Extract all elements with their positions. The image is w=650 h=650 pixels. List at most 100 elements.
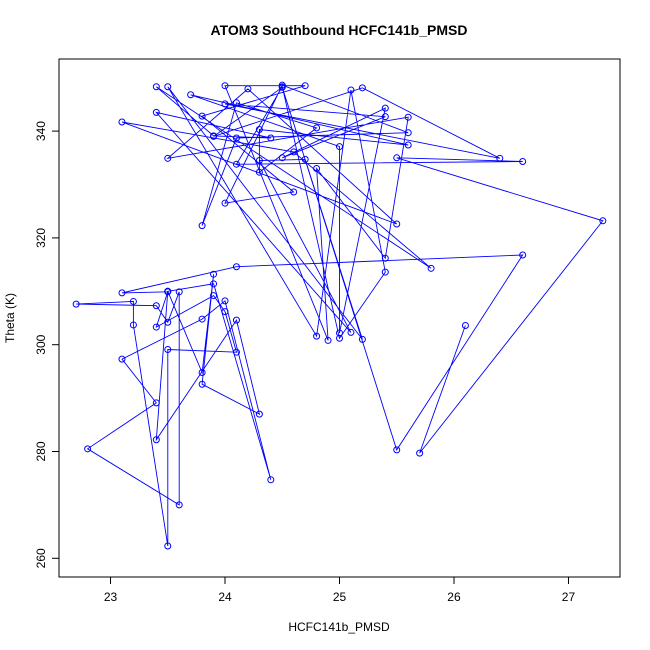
- data-point: [313, 124, 321, 132]
- x-tick-label: 26: [447, 590, 461, 604]
- data-point: [290, 188, 298, 196]
- data-point: [198, 222, 206, 230]
- data-point: [290, 148, 298, 156]
- y-axis-label: Theta (K): [3, 293, 17, 343]
- data-point: [152, 108, 160, 116]
- data-point: [210, 280, 218, 288]
- data-point: [336, 329, 343, 337]
- data-point: [164, 318, 172, 326]
- data-point: [221, 82, 229, 90]
- x-tick-label: 27: [562, 590, 576, 604]
- x-axis: 23 24 25 26 27: [104, 577, 576, 604]
- y-tick-label: 320: [34, 228, 48, 248]
- data-point: [232, 316, 240, 324]
- data-point: [232, 160, 240, 168]
- data-point: [198, 112, 206, 120]
- data-point: [255, 125, 263, 133]
- data-point: [347, 86, 355, 94]
- data-point: [301, 155, 309, 163]
- data-point: [164, 287, 172, 295]
- data-point: [404, 113, 412, 121]
- data-point: [232, 99, 240, 107]
- data-point: [381, 113, 389, 121]
- data-point: [461, 321, 469, 329]
- y-tick-label: 300: [34, 334, 48, 354]
- series-path: [76, 84, 604, 547]
- data-point: [232, 263, 240, 271]
- data-point: [118, 355, 126, 363]
- chart-title: ATOM3 Southbound HCFC141b_PMSD: [211, 22, 468, 38]
- data-point: [381, 104, 389, 112]
- data-point: [427, 264, 435, 272]
- data-point: [393, 220, 401, 228]
- data-point: [129, 321, 137, 329]
- data-point: [301, 82, 309, 90]
- data-point: [255, 410, 263, 418]
- data-point: [232, 348, 240, 356]
- x-axis-label: HCFC141b_PMSD: [288, 620, 390, 634]
- data-point: [175, 501, 183, 509]
- data-point: [336, 334, 343, 342]
- data-point: [129, 297, 137, 305]
- data-point: [313, 332, 321, 340]
- data-point: [255, 168, 263, 176]
- data-point: [267, 476, 275, 484]
- data-point: [404, 141, 412, 149]
- x-tick-label: 23: [104, 590, 118, 604]
- data-point: [164, 154, 172, 162]
- data-point: [164, 83, 172, 91]
- data-point: [381, 254, 389, 262]
- data-point: [416, 449, 424, 457]
- data-point: [278, 83, 286, 91]
- data-point: [221, 199, 229, 207]
- data-point: [599, 217, 607, 225]
- data-point: [84, 445, 92, 453]
- data-point: [324, 336, 332, 344]
- data-point: [198, 380, 206, 388]
- data-point: [278, 81, 286, 89]
- data-point: [175, 288, 183, 296]
- data-point: [152, 399, 160, 407]
- data-point: [198, 368, 206, 376]
- data-point: [244, 85, 252, 93]
- data-point: [255, 156, 263, 164]
- data-point: [164, 346, 172, 354]
- y-tick-label: 280: [34, 441, 48, 461]
- data-point: [210, 292, 218, 300]
- data-point: [152, 323, 160, 331]
- data-point: [393, 446, 401, 454]
- data-point: [221, 308, 229, 316]
- data-point: [313, 164, 321, 172]
- y-axis: 260 280 300 320 340: [34, 121, 59, 568]
- series-points: [72, 81, 607, 550]
- data-point: [358, 335, 366, 343]
- x-tick-label: 25: [333, 590, 347, 604]
- data-point: [336, 143, 343, 151]
- data-point: [118, 289, 126, 297]
- y-tick-label: 260: [34, 548, 48, 568]
- data-point: [152, 302, 160, 310]
- data-point: [210, 132, 218, 140]
- y-tick-label: 340: [34, 121, 48, 141]
- data-point: [278, 154, 286, 162]
- data-point: [347, 328, 355, 336]
- x-tick-label: 24: [218, 590, 232, 604]
- data-point: [358, 84, 366, 92]
- data-point: [496, 154, 504, 162]
- data-point: [267, 134, 275, 142]
- data-point: [519, 158, 527, 166]
- data-point: [210, 270, 218, 278]
- data-point: [72, 300, 80, 308]
- data-point: [198, 315, 206, 323]
- data-point: [152, 83, 160, 91]
- data-point: [118, 118, 126, 126]
- data-point: [187, 91, 195, 99]
- data-point: [393, 154, 401, 162]
- data-point: [152, 436, 160, 444]
- data-point: [232, 134, 240, 142]
- series-line: [76, 84, 604, 547]
- data-point: [381, 268, 389, 276]
- data-point: [221, 297, 229, 305]
- data-point: [221, 100, 229, 108]
